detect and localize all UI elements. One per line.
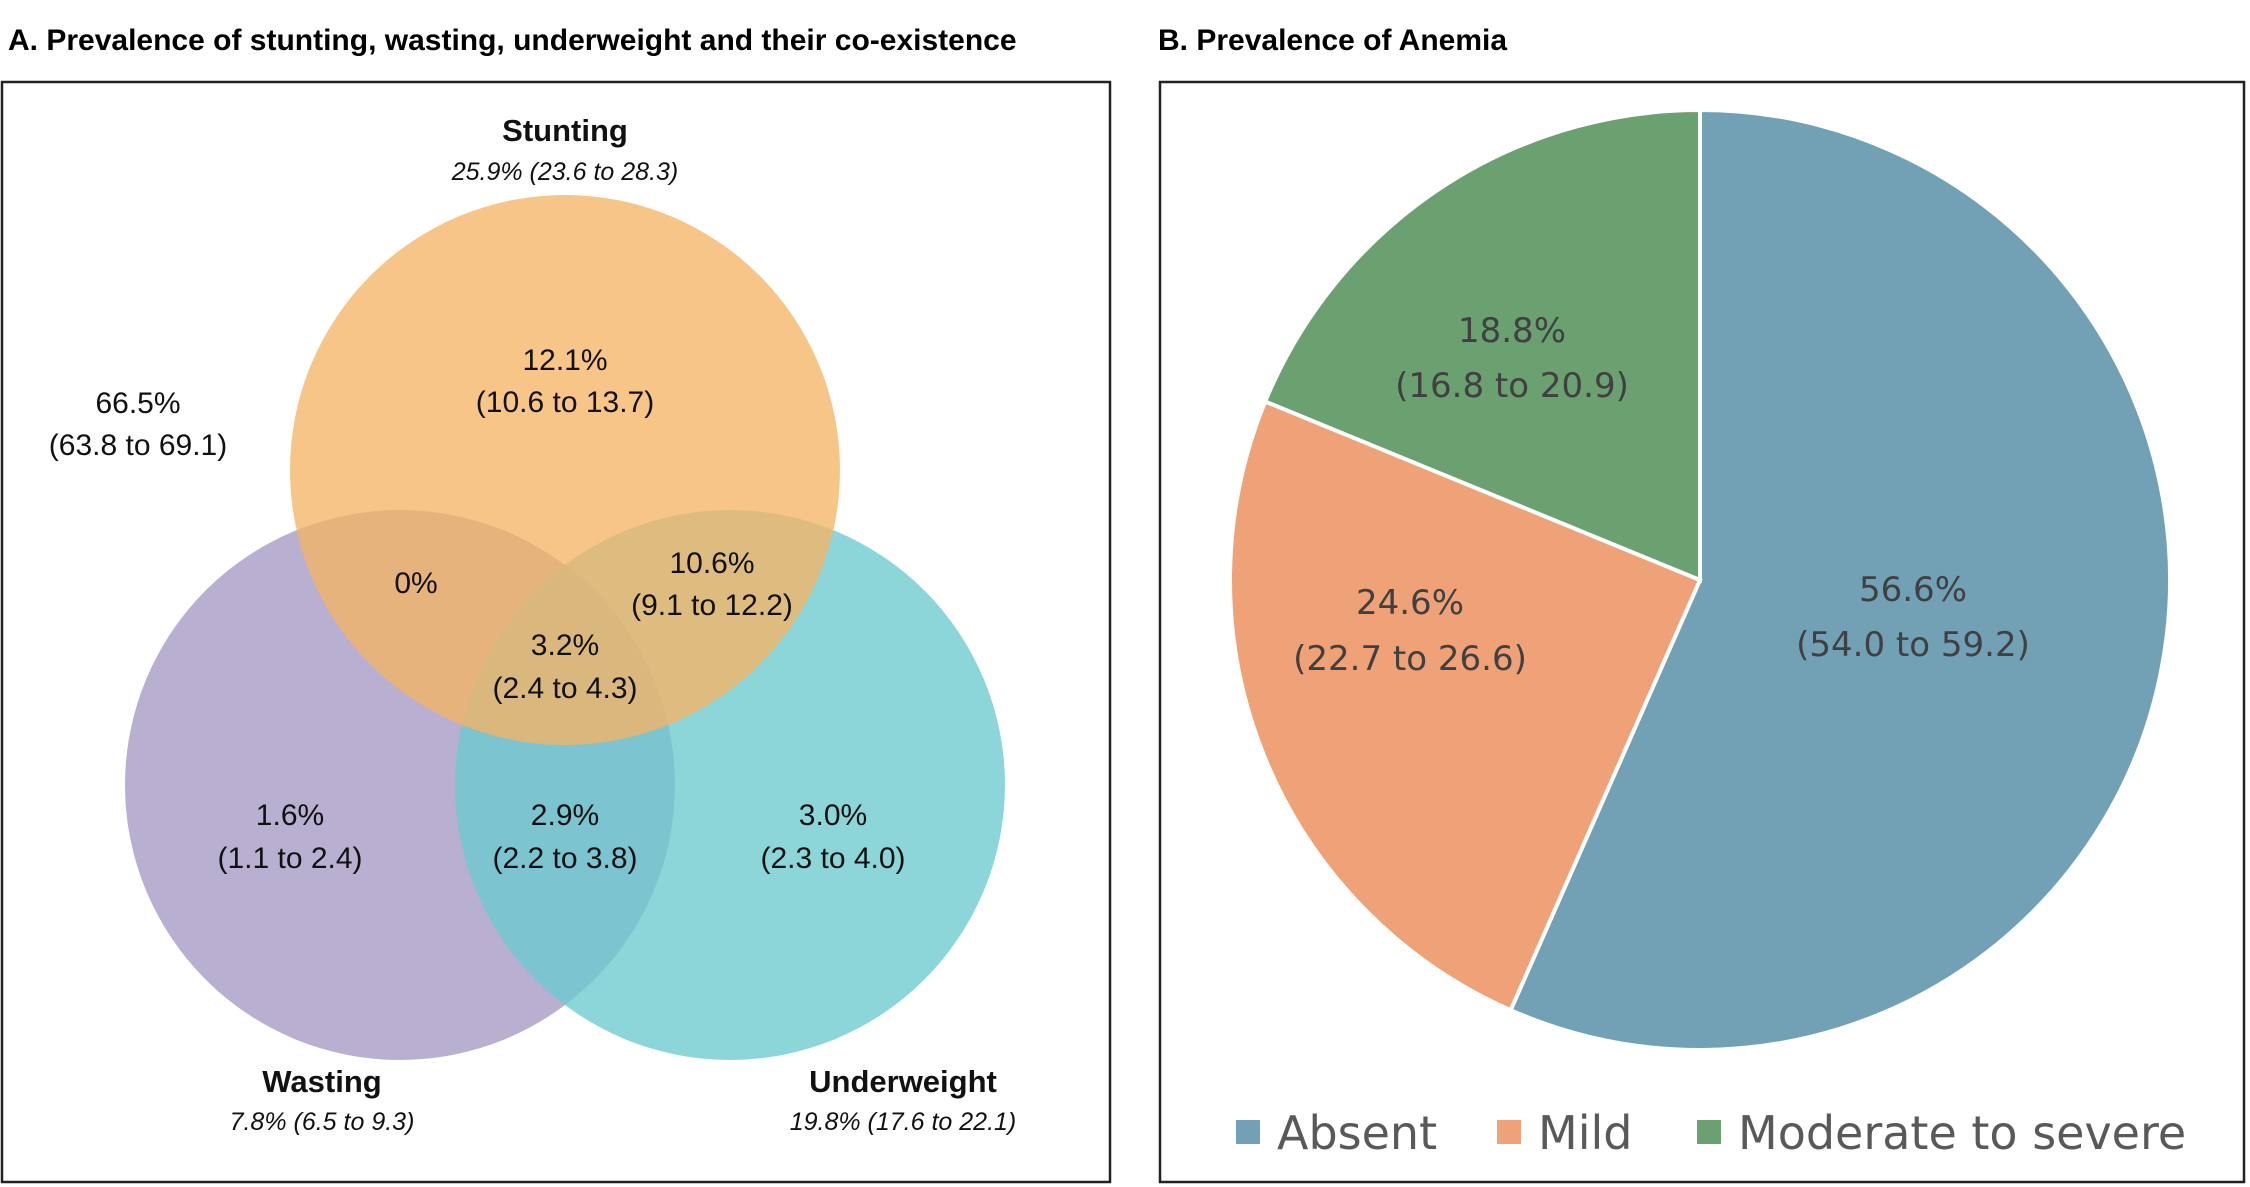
set-value-wasting: 7.8% (6.5 to 9.3): [230, 1108, 415, 1136]
region-stunting-wasting-pct: 0%: [394, 567, 437, 600]
region-wasting-only-pct: 1.6%: [256, 799, 324, 832]
venn-circles: [125, 195, 1005, 1060]
pie-slice-label-mild: 24.6% (22.7 to 26.6): [1293, 583, 1527, 679]
region-none-ci: (63.8 to 69.1): [49, 429, 227, 462]
region-underweight-only-ci: (2.3 to 4.0): [760, 842, 905, 875]
region-wasting-only-ci: (1.1 to 2.4): [217, 842, 362, 875]
region-underweight-only-pct: 3.0%: [799, 799, 867, 832]
pie-label-absent-pct: 56.6%: [1859, 570, 1967, 610]
pie-slice-label-moderate: 18.8% (16.8 to 20.9): [1395, 311, 1629, 406]
region-wasting-underweight-pct: 2.9%: [531, 799, 599, 832]
set-value-underweight: 19.8% (17.6 to 22.1): [790, 1108, 1017, 1136]
pie-legend: Absent Mild Moderate to severe: [1236, 1106, 2186, 1160]
pie-slice-moderate-to-severe: [1262, 107, 1702, 583]
region-all-three-ci: (2.4 to 4.3): [492, 672, 637, 705]
region-all-three-pct: 3.2%: [531, 629, 599, 662]
region-stunting-only-pct: 12.1%: [522, 344, 607, 377]
region-wasting-underweight-ci: (2.2 to 3.8): [492, 842, 637, 875]
venn-title: A. Prevalence of stunting, wasting, unde…: [8, 24, 1017, 57]
pie-slice-label-absent: 56.6% (54.0 to 59.2): [1796, 570, 2030, 665]
pie-slice-mild: [1228, 398, 1703, 1013]
pie-label-mild-pct: 24.6%: [1356, 583, 1464, 623]
pie-title: B. Prevalence of Anemia: [1158, 24, 1507, 57]
legend-swatch-moderate: [1697, 1120, 1721, 1144]
legend-label-absent: Absent: [1277, 1106, 1437, 1160]
set-name-wasting: Wasting: [262, 1064, 381, 1099]
set-name-stunting: Stunting: [502, 113, 628, 148]
pie-label-moderate-ci: (16.8 to 20.9): [1395, 366, 1629, 406]
pie-slices: [1228, 107, 2173, 1052]
legend-label-mild: Mild: [1538, 1106, 1632, 1160]
venn-circle-stunting: [290, 195, 840, 745]
pie-panel-frame: [1158, 80, 2246, 1184]
set-value-stunting: 25.9% (23.6 to 28.3): [451, 158, 679, 186]
region-stunting-underweight-ci: (9.1 to 12.2): [631, 589, 793, 622]
pie-label-moderate-pct: 18.8%: [1458, 311, 1566, 351]
venn-panel-frame: [0, 80, 1112, 1184]
region-stunting-only-ci: (10.6 to 13.7): [476, 386, 654, 419]
pie-label-absent-ci: (54.0 to 59.2): [1796, 625, 2030, 665]
region-stunting-underweight-pct: 10.6%: [669, 547, 754, 580]
legend-swatch-mild: [1497, 1120, 1521, 1144]
pie-label-mild-ci: (22.7 to 26.6): [1293, 639, 1527, 679]
set-name-underweight: Underweight: [809, 1064, 997, 1099]
pie-slice-absent: [1507, 107, 2173, 1052]
legend-label-moderate: Moderate to severe: [1738, 1106, 2186, 1160]
legend-swatch-absent: [1236, 1120, 1260, 1144]
region-none-pct: 66.5%: [95, 387, 180, 420]
